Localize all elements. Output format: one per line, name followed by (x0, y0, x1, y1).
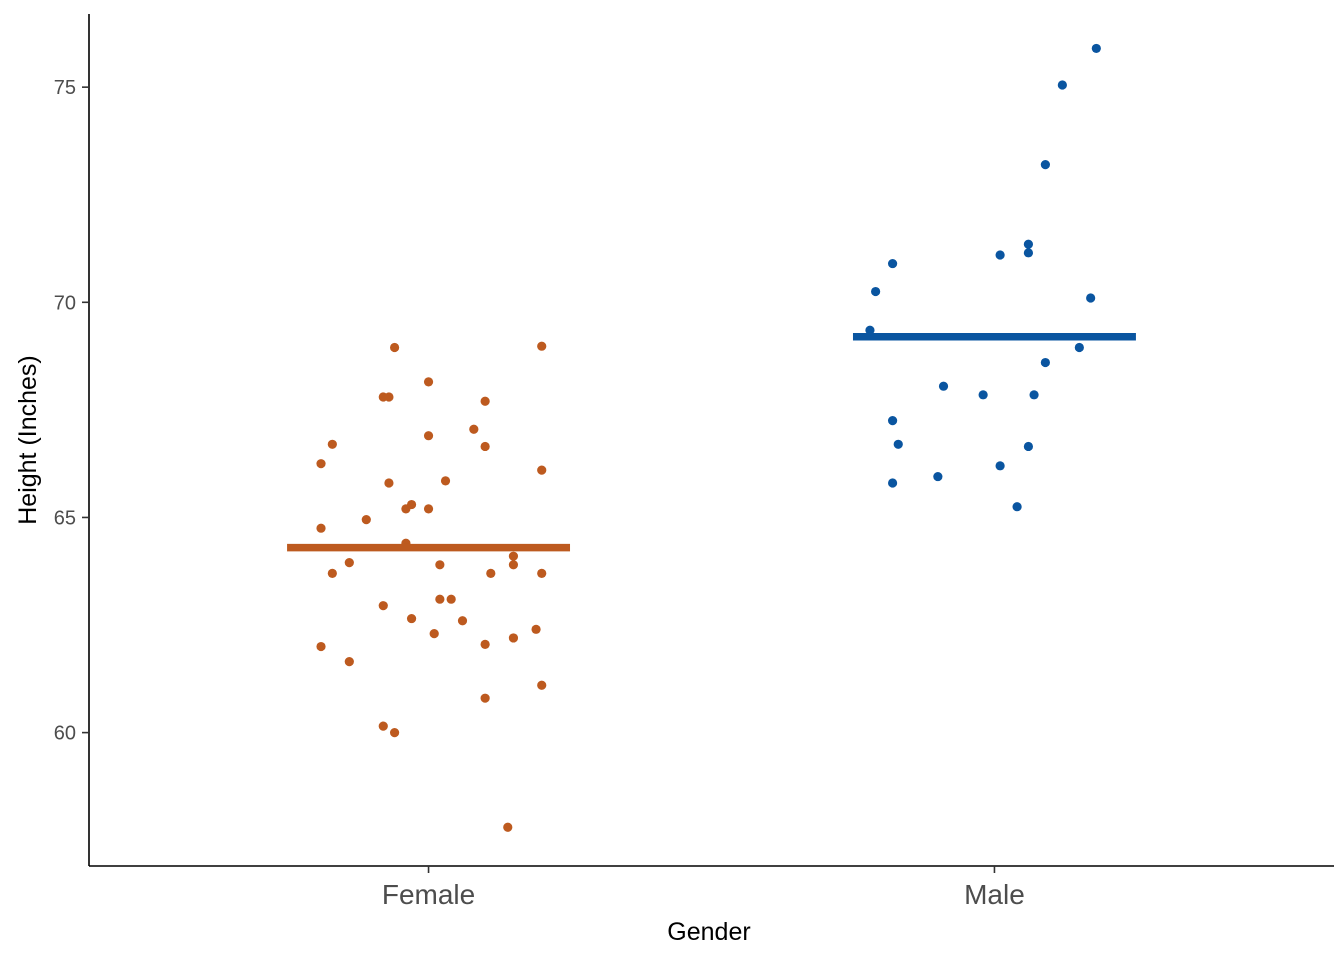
male-data-point (1057, 80, 1067, 90)
male-data-point (1040, 160, 1050, 170)
female-data-point (344, 558, 354, 568)
female-data-point (435, 594, 445, 604)
y-tick-label: 70 (54, 292, 76, 314)
male-data-point (893, 439, 903, 449)
female-data-point (537, 680, 547, 690)
male-data-point (1086, 293, 1096, 303)
female-data-point (423, 431, 434, 441)
female-data-point (503, 822, 513, 832)
male-data-point (978, 390, 988, 400)
female-data-point (446, 594, 456, 604)
male-data-point (995, 250, 1005, 260)
female-data-point (316, 459, 326, 469)
female-data-point (480, 639, 490, 649)
male-data-point (1012, 502, 1022, 512)
y-axis-title: Height (Inches) (14, 355, 42, 525)
female-data-point (316, 641, 326, 652)
female-data-point (508, 551, 519, 561)
female-data-point (469, 424, 479, 434)
female-data-point (457, 616, 468, 626)
female-data-point (361, 515, 371, 525)
male-data-point (1040, 357, 1050, 368)
female-data-point (435, 560, 445, 570)
y-tick-label: 65 (54, 507, 76, 529)
x-tick-label: Male (964, 879, 1025, 910)
x-tick-label: Female (382, 879, 475, 910)
male-data-point (938, 381, 949, 391)
data-points (316, 43, 1101, 832)
female-data-point (480, 396, 490, 406)
x-axis-ticks: Female Male (382, 866, 1025, 910)
female-data-point (480, 441, 490, 452)
female-data-point (537, 568, 547, 578)
female-data-point (406, 613, 417, 624)
male-data-point (933, 471, 943, 482)
female-data-point (327, 568, 337, 578)
y-tick-label: 60 (54, 723, 76, 745)
female-data-point (344, 657, 354, 667)
male-data-point (1023, 239, 1034, 249)
male-data-point (887, 478, 898, 488)
female-data-point (508, 633, 519, 643)
mean-lines (287, 332, 1136, 552)
female-data-point (480, 693, 490, 703)
y-tick-label: 75 (54, 77, 76, 99)
female-data-point (327, 439, 337, 449)
female-data-point (486, 568, 496, 578)
male-data-point (1074, 342, 1084, 353)
male-data-point (887, 258, 898, 269)
female-data-point (378, 721, 388, 731)
female-data-point (537, 341, 547, 351)
male-data-point (871, 286, 881, 297)
female-data-point (508, 560, 519, 570)
male-data-point (887, 416, 898, 426)
male-data-point (865, 325, 875, 335)
female-data-point (389, 728, 400, 738)
female-data-point (389, 342, 400, 353)
male-data-point (1091, 43, 1101, 54)
female-data-point (531, 624, 541, 634)
female-data-point (537, 465, 547, 475)
female-data-point (423, 504, 434, 514)
female-data-point (384, 392, 394, 402)
female-data-point (316, 523, 326, 533)
male-data-point (1023, 441, 1034, 452)
female-data-point (440, 476, 451, 486)
male-data-point (1023, 248, 1034, 258)
y-axis-ticks: 60 65 70 75 (54, 77, 89, 745)
female-data-point (378, 601, 388, 611)
female-data-point (384, 478, 394, 488)
male-data-point (1029, 390, 1039, 400)
female-data-point (429, 629, 439, 639)
female-data-point (423, 377, 434, 387)
male-data-point (995, 461, 1005, 471)
female-data-point (401, 504, 411, 514)
x-axis-title: Gender (667, 918, 750, 946)
